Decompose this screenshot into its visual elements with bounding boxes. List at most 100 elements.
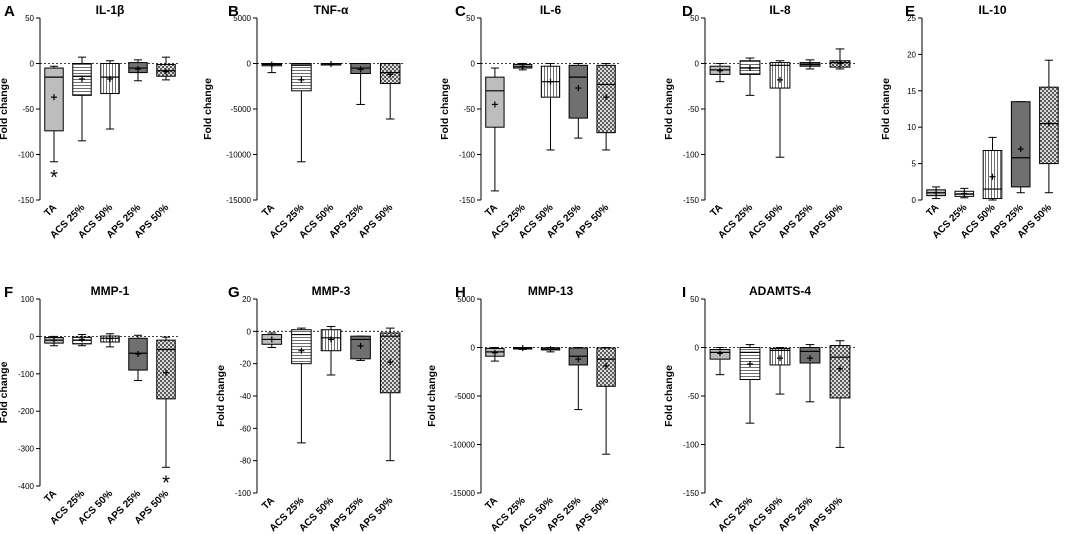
y-tick-label: 20 (907, 50, 916, 59)
y-tick-label: -100 (18, 151, 35, 160)
y-axis-label: Fold change (439, 78, 451, 140)
y-tick-label: -5000 (231, 105, 252, 114)
y-tick-label: -100 (459, 151, 476, 160)
significance-star: * (162, 472, 170, 494)
panel-letter: C (455, 3, 466, 20)
y-tick-label: -100 (235, 489, 252, 498)
y-tick-label: -150 (683, 489, 700, 498)
panel-letter: G (228, 284, 240, 301)
y-tick-label: -50 (687, 392, 699, 401)
panel-letter: D (682, 3, 693, 20)
y-tick-label: 20 (242, 295, 251, 304)
y-tick-label: 0 (695, 344, 700, 353)
y-tick-label: -15000 (226, 196, 251, 205)
y-axis-label: Fold change (426, 365, 438, 427)
iqr-box (769, 62, 791, 89)
y-tick-label: -100 (683, 441, 700, 450)
box-acs-25: ACS 25% (716, 57, 761, 241)
y-tick-label: -20 (239, 360, 251, 369)
box-ta: * TA (42, 65, 64, 219)
panel-title: TNF-α (314, 3, 349, 17)
y-tick-label: 0 (695, 60, 700, 69)
panel-h: H MMP-13 Fold change 5000 0 -5000 -10000 -15000… (426, 284, 620, 534)
box-ta: TA (708, 63, 731, 219)
x-category-label: TA (483, 495, 500, 512)
y-tick-label: -100 (18, 370, 35, 379)
y-tick-label: 0 (30, 332, 35, 341)
box-aps-25: APS 25% (327, 63, 371, 241)
y-tick-label: -100 (683, 151, 700, 160)
y-axis-label: Fold change (0, 361, 10, 423)
y-tick-label: -400 (18, 482, 35, 491)
y-tick-label: 0 (471, 344, 476, 353)
y-tick-label: -300 (18, 445, 35, 454)
x-category-label: TA (483, 202, 500, 219)
y-tick-label: -40 (239, 392, 251, 401)
x-category-label: TA (708, 495, 725, 512)
y-tick-label: 0 (247, 60, 252, 69)
panel-title: IL-10 (978, 3, 1006, 17)
panel-letter: I (682, 284, 686, 301)
iqr-box (291, 329, 312, 365)
y-tick-label: -50 (463, 105, 475, 114)
y-axis-label: Fold change (663, 78, 675, 140)
y-axis-label: Fold change (202, 78, 214, 140)
significance-star: * (50, 167, 58, 189)
y-tick-label: 0 (30, 60, 35, 69)
panel-title: IL-8 (769, 3, 791, 17)
y-tick-label: 50 (690, 295, 699, 304)
y-tick-label: 0 (471, 60, 476, 69)
y-tick-label: -200 (18, 407, 35, 416)
x-category-label: TA (260, 495, 277, 512)
y-tick-label: 15 (907, 87, 916, 96)
y-tick-label: -150 (459, 196, 476, 205)
x-category-label: TA (260, 202, 277, 219)
y-tick-label: -60 (239, 424, 251, 433)
iqr-box (568, 64, 588, 119)
y-tick-label: -80 (239, 457, 251, 466)
y-tick-label: 25 (907, 14, 916, 23)
panel-letter: A (4, 3, 15, 20)
x-category-label: TA (42, 488, 59, 505)
y-axis-label: Fold change (0, 78, 10, 140)
box-ta: TA (483, 67, 505, 219)
y-tick-label: 50 (690, 14, 699, 23)
y-axis-label: Fold change (880, 78, 892, 140)
panel-title: MMP-13 (528, 284, 574, 298)
box-acs-50: ACS 50% (746, 60, 791, 241)
y-tick-label: -50 (687, 105, 699, 114)
y-tick-label: 0 (912, 196, 917, 205)
box-aps-50: APS 50% (357, 63, 401, 241)
panel-title: ADAMTS-4 (749, 284, 811, 298)
y-tick-label: -5000 (455, 392, 476, 401)
y-tick-label: -150 (683, 196, 700, 205)
y-tick-label: 50 (466, 14, 475, 23)
y-tick-label: -10000 (450, 441, 475, 450)
panel-letter: B (228, 3, 239, 20)
panel-title: MMP-3 (312, 284, 351, 298)
box-ta: TA (925, 186, 946, 219)
y-tick-label: 5000 (233, 14, 251, 23)
panel-title: MMP-1 (91, 284, 130, 298)
x-category-label: TA (925, 202, 942, 219)
y-tick-label: 100 (21, 295, 35, 304)
panel-title: IL-1β (96, 3, 125, 17)
y-tick-label: 0 (247, 327, 252, 336)
box-ta: TA (708, 347, 731, 512)
panel-letter: E (905, 3, 915, 20)
iqr-box (1010, 101, 1031, 188)
box-ta: TA (260, 61, 283, 219)
y-tick-label: -15000 (450, 489, 475, 498)
box-ta: TA (42, 335, 64, 505)
box-aps-25: APS 25% (777, 344, 821, 534)
box-ta: TA (483, 347, 505, 512)
y-tick-label: 5000 (457, 295, 475, 304)
y-axis-label: Fold change (663, 365, 675, 427)
